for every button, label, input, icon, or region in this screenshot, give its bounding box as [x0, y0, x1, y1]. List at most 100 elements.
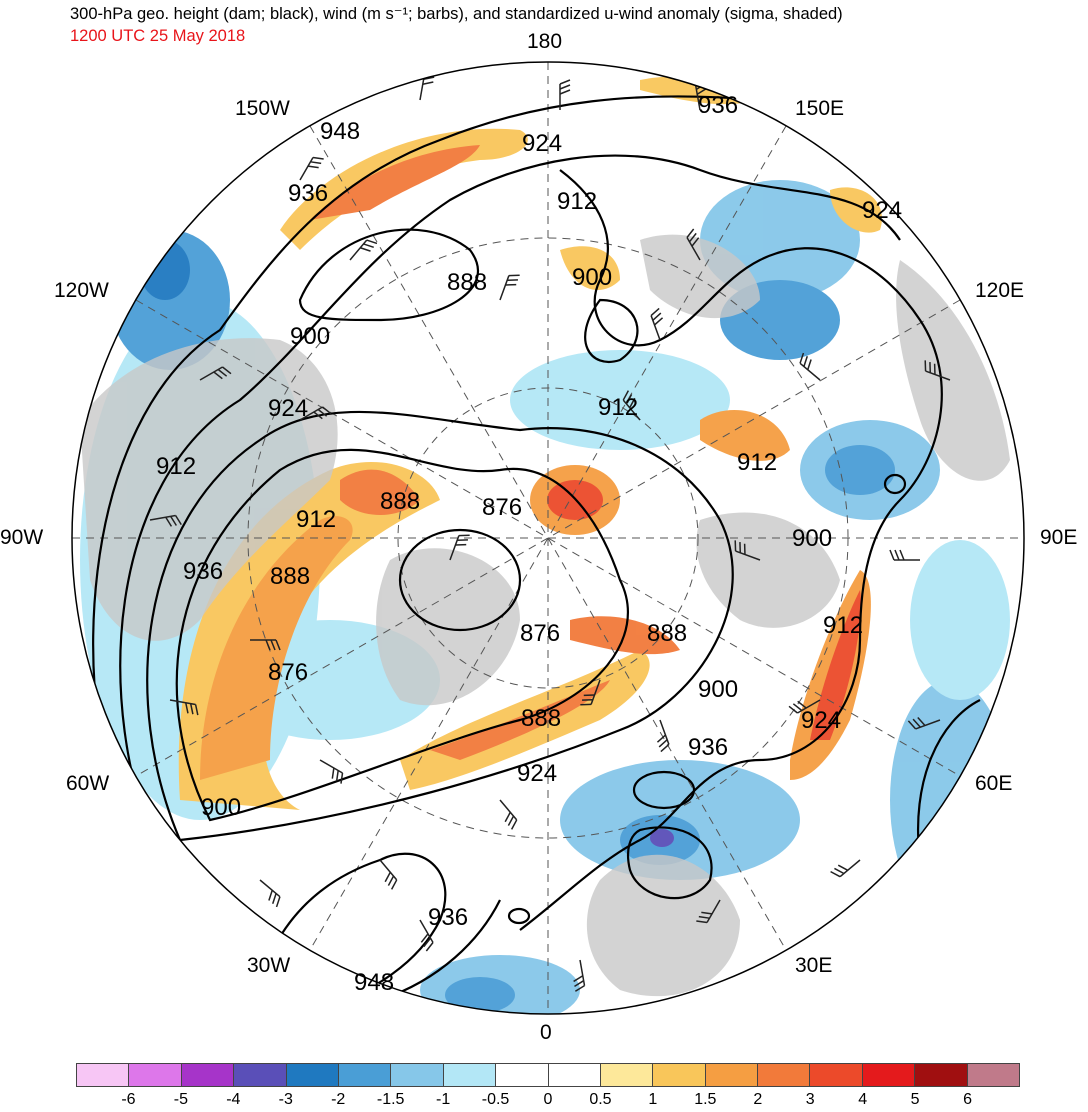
colorbar-tick-label: 0.5: [589, 1091, 612, 1108]
colorbar-tick-label: -1: [435, 1091, 451, 1108]
contour-label: 912: [737, 449, 778, 476]
contour-label: 924: [517, 760, 558, 787]
colorbar-tick-label: 1: [648, 1091, 658, 1108]
contour-label: 888: [447, 269, 488, 296]
wind-barb: [889, 549, 920, 561]
contour-label: 936: [688, 734, 729, 761]
contour-label: 876: [520, 620, 561, 647]
wind-barb: [499, 274, 520, 301]
colorbar-tick-label: -0.5: [481, 1091, 510, 1108]
colorbar-tick-label: 1.5: [694, 1091, 717, 1108]
wind-barb: [199, 366, 232, 381]
colorbar-swatch: [181, 1064, 235, 1086]
contour-label: 912: [557, 188, 598, 215]
colorbar-swatch: [758, 1064, 811, 1086]
contour-label: 900: [698, 676, 739, 703]
contour-label: 948: [354, 969, 395, 996]
wind-barb: [924, 360, 951, 381]
colorbar-swatch: [862, 1064, 916, 1086]
longitude-label-120w: 120W: [54, 279, 109, 302]
wind-barb: [580, 679, 601, 706]
wind-barb: [734, 540, 761, 561]
wind-barb: [379, 859, 398, 890]
colorbar-swatch: [967, 1064, 1020, 1086]
wind-barb: [830, 859, 861, 878]
wind-barb: [696, 899, 721, 924]
wind-barb: [573, 959, 586, 992]
longitude-label-150w: 150W: [235, 97, 290, 120]
wind-barb: [622, 390, 641, 421]
colorbar-swatch: [443, 1064, 497, 1086]
wind-barb: [650, 307, 664, 341]
longitude-label-60w: 60W: [66, 772, 110, 795]
wind-barb: [799, 352, 821, 381]
contour-label: 912: [598, 394, 639, 421]
wind-barb: [299, 156, 324, 181]
wind-barb: [250, 639, 281, 651]
contour-label: 936: [428, 904, 469, 931]
colorbar-swatch: [653, 1064, 706, 1086]
contour-label: 876: [268, 659, 309, 686]
height-contours: [92, 95, 981, 1014]
longitude-label-30w: 30W: [247, 954, 291, 977]
wind-barb: [832, 130, 851, 161]
colorbar-swatch: [915, 1064, 968, 1086]
colorbar-tick-label: -2: [331, 1091, 346, 1108]
wind-barb: [907, 716, 941, 730]
colorbar-swatch: [234, 1064, 287, 1086]
colorbar-tick-label: 5: [910, 1091, 920, 1108]
colorbar-tick-label: -1.5: [376, 1091, 405, 1108]
contour-label: 900: [290, 323, 331, 350]
colorbar-tick-label: -4: [226, 1091, 241, 1108]
wind-barb: [259, 879, 281, 908]
longitude-label-0: 0: [540, 1021, 552, 1044]
wind-barb: [499, 799, 518, 830]
contour-label: 888: [647, 620, 688, 647]
map-boundary: [71, 61, 1025, 1015]
contour-label: 888: [270, 563, 311, 590]
colorbar-tick-label: 4: [858, 1091, 868, 1108]
wind-barb: [419, 919, 434, 952]
colorbar-swatch: [496, 1064, 549, 1086]
wind-barb: [149, 514, 182, 527]
colorbar: [76, 1063, 1020, 1087]
contour-label: 936: [698, 92, 739, 119]
contour-label: 924: [862, 197, 903, 224]
contour-label: 900: [792, 525, 833, 552]
wind-barb: [349, 239, 378, 261]
contour-label: 924: [268, 395, 309, 422]
contour-label: 912: [823, 612, 864, 639]
contour-label: 948: [320, 118, 361, 145]
colorbar-tick-label: -3: [278, 1091, 293, 1108]
colorbar-swatch: [705, 1064, 759, 1086]
colorbar-tick-label: 3: [805, 1091, 815, 1108]
contour-label: 936: [183, 558, 224, 585]
longitude-label-150e: 150E: [795, 97, 845, 120]
wind-barb: [788, 699, 821, 714]
wind-barb: [656, 719, 670, 753]
graticule: [72, 62, 1024, 1014]
colorbar-tick-label: 6: [963, 1091, 972, 1108]
colorbar-swatch: [600, 1064, 654, 1086]
longitude-label-90e: 90E: [1040, 526, 1078, 549]
wind-barb: [319, 759, 344, 784]
contour-label: 888: [380, 488, 421, 515]
colorbar-swatch: [77, 1064, 130, 1086]
contour-label: 912: [156, 453, 197, 480]
contour-label: 900: [201, 794, 242, 821]
longitude-label-180: 180: [527, 30, 563, 53]
contour-label: 924: [801, 707, 842, 734]
contour-label: 912: [296, 506, 337, 533]
wind-barb: [449, 534, 470, 561]
contour-label: 876: [482, 494, 523, 521]
wind-barb: [686, 228, 701, 261]
longitude-label-60e: 60E: [975, 772, 1013, 795]
colorbar-tick-label: 0: [543, 1091, 553, 1108]
wind-barb: [299, 406, 332, 421]
colorbar-swatch: [286, 1064, 339, 1086]
map-datetime: 1200 UTC 25 May 2018: [70, 27, 246, 45]
map-title: 300-hPa geo. height (dam; black), wind (…: [70, 5, 843, 23]
longitude-label-90w: 90W: [0, 526, 44, 549]
colorbar-swatch: [548, 1064, 601, 1086]
